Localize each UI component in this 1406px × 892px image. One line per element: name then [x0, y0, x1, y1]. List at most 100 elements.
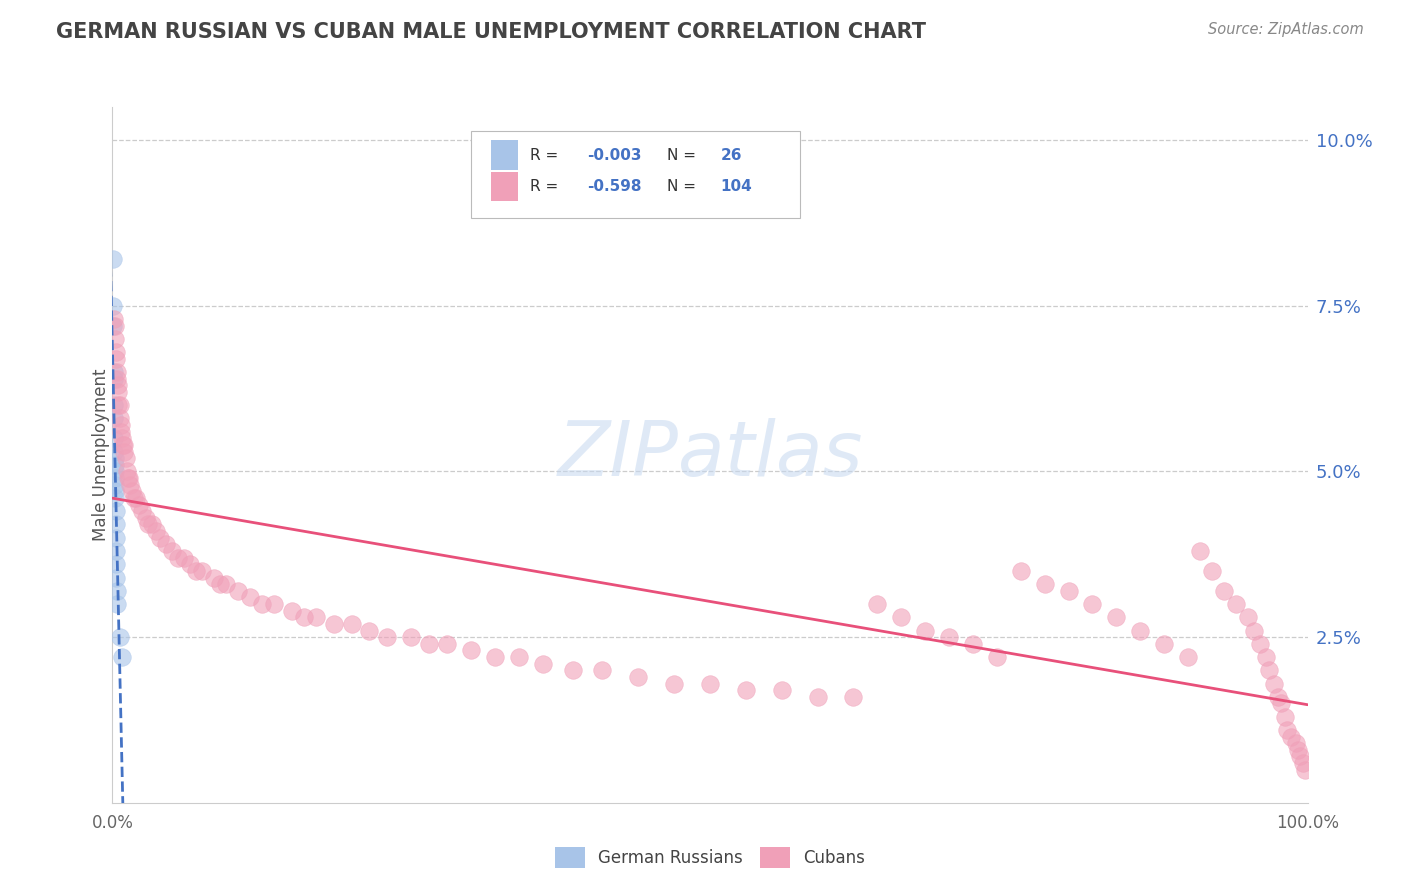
Point: [1254, 650, 1277, 665]
Point: [508, 650, 530, 665]
Point: [418, 637, 440, 651]
Point: [1105, 610, 1128, 624]
Point: [1243, 624, 1265, 638]
Point: [103, 431, 125, 445]
Point: [105, 504, 128, 518]
Point: [103, 372, 125, 386]
Point: [138, 517, 160, 532]
Text: N =: N =: [666, 147, 700, 162]
Point: [114, 438, 135, 452]
Point: [1263, 676, 1285, 690]
Point: [962, 637, 984, 651]
Point: [145, 524, 167, 538]
Point: [191, 564, 214, 578]
Point: [1249, 637, 1271, 651]
Point: [104, 458, 127, 472]
Point: [118, 471, 141, 485]
FancyBboxPatch shape: [471, 131, 800, 219]
Point: [103, 411, 125, 425]
Point: [1279, 730, 1302, 744]
Point: [914, 624, 936, 638]
Point: [1270, 697, 1292, 711]
Point: [1129, 624, 1152, 638]
Point: [111, 431, 134, 445]
Point: [101, 252, 124, 267]
Point: [1153, 637, 1175, 651]
Point: [103, 398, 125, 412]
Point: [122, 491, 145, 505]
Point: [105, 544, 128, 558]
Point: [340, 616, 363, 631]
Point: [103, 365, 125, 379]
Point: [1237, 610, 1260, 624]
Text: 104: 104: [721, 179, 752, 194]
Text: N =: N =: [666, 179, 700, 194]
Point: [561, 663, 583, 677]
Point: [1212, 583, 1236, 598]
Point: [1010, 564, 1032, 578]
Point: [986, 650, 1008, 665]
Point: [105, 365, 128, 379]
Point: [105, 597, 128, 611]
Point: [1267, 690, 1289, 704]
Point: [1292, 756, 1315, 770]
Point: [208, 577, 231, 591]
Point: [155, 537, 177, 551]
Point: [1033, 577, 1056, 591]
Point: [1225, 597, 1247, 611]
Point: [359, 624, 381, 638]
Point: [104, 484, 127, 499]
Point: [120, 477, 142, 491]
Bar: [491, 140, 517, 169]
Point: [770, 683, 793, 698]
Point: [1289, 749, 1312, 764]
Bar: [491, 172, 517, 201]
Point: [125, 491, 148, 505]
Point: [890, 610, 912, 624]
Point: [105, 351, 128, 366]
Point: [111, 650, 134, 665]
Point: [866, 597, 889, 611]
Point: [104, 491, 127, 505]
Text: -0.003: -0.003: [586, 147, 641, 162]
Point: [103, 318, 125, 333]
Point: [304, 610, 326, 624]
Point: [627, 670, 650, 684]
Point: [202, 570, 225, 584]
Point: [377, 630, 399, 644]
Point: [1286, 743, 1309, 757]
Point: [104, 332, 127, 346]
Point: [105, 558, 128, 572]
Point: [105, 531, 128, 545]
Point: [484, 650, 506, 665]
Text: R =: R =: [530, 179, 562, 194]
Point: [107, 398, 129, 412]
Point: [807, 690, 830, 704]
Point: [1201, 564, 1223, 578]
Point: [105, 583, 128, 598]
Point: [167, 550, 190, 565]
Text: R =: R =: [530, 147, 562, 162]
Point: [131, 504, 153, 518]
Point: [108, 398, 131, 412]
Point: [112, 438, 135, 452]
Point: [1294, 763, 1316, 777]
Point: [226, 583, 249, 598]
Point: [114, 444, 135, 458]
Point: [135, 511, 157, 525]
Point: [107, 384, 129, 399]
Point: [186, 564, 208, 578]
Point: [179, 558, 201, 572]
Text: -0.598: -0.598: [586, 179, 641, 194]
Point: [162, 544, 183, 558]
Point: [114, 451, 136, 466]
Point: [215, 577, 238, 591]
Point: [108, 411, 131, 425]
Text: Source: ZipAtlas.com: Source: ZipAtlas.com: [1208, 22, 1364, 37]
Point: [1274, 709, 1296, 723]
Point: [250, 597, 273, 611]
Point: [107, 378, 129, 392]
Point: [292, 610, 315, 624]
Point: [531, 657, 554, 671]
Point: [699, 676, 721, 690]
